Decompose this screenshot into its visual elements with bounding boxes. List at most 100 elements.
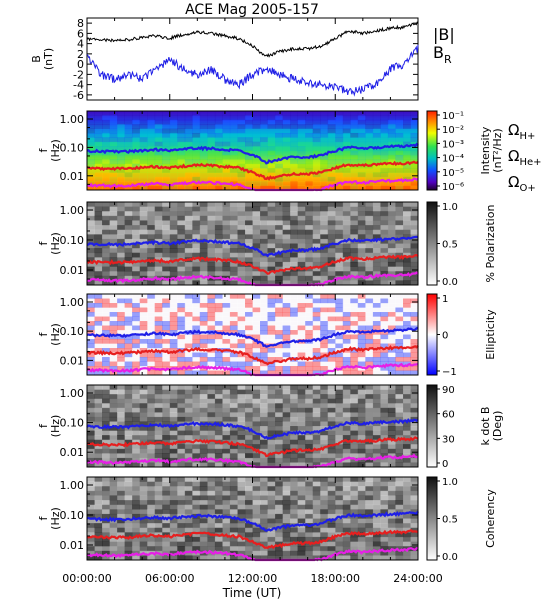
spectrogram-cell bbox=[199, 448, 208, 454]
spectrogram-cell bbox=[387, 550, 396, 556]
spectrogram-cell bbox=[162, 495, 171, 501]
spectrogram-cell bbox=[372, 407, 381, 413]
spectrogram-cell bbox=[94, 448, 103, 454]
colorbar bbox=[426, 293, 438, 376]
spectrogram-cell bbox=[184, 168, 193, 173]
spectrogram-cell bbox=[357, 453, 366, 459]
spectrogram-cell bbox=[335, 389, 344, 395]
spectrogram-cell bbox=[380, 555, 389, 561]
y-tick-label: 4 bbox=[77, 38, 84, 51]
spectrogram-cell bbox=[184, 462, 193, 468]
spectrogram-cell bbox=[365, 339, 374, 344]
spectrogram-cell bbox=[372, 536, 381, 542]
spectrogram-cell bbox=[387, 312, 396, 317]
spectrogram-cell bbox=[147, 154, 156, 160]
spectrogram-cell bbox=[395, 124, 404, 129]
spectrogram-cell bbox=[192, 325, 201, 331]
spectrogram-cell bbox=[365, 430, 374, 436]
spectrogram-cell bbox=[237, 352, 246, 358]
spectrogram-cell bbox=[380, 316, 389, 322]
spectrogram-cell bbox=[297, 513, 306, 519]
spectrogram-cell bbox=[237, 513, 246, 519]
spectrogram-cell bbox=[372, 257, 381, 263]
spectrogram-cell bbox=[87, 486, 95, 492]
spectrogram-cell bbox=[177, 509, 186, 515]
spectrogram-cell bbox=[312, 168, 321, 173]
spectrogram-cell bbox=[267, 298, 276, 304]
spectrogram-cell bbox=[147, 202, 156, 207]
spectrogram-cell bbox=[282, 481, 291, 487]
spectrogram-cell bbox=[290, 316, 298, 322]
spectrogram-cell bbox=[147, 370, 156, 376]
spectrogram-cell bbox=[169, 150, 178, 156]
spectrogram-cell bbox=[237, 150, 246, 156]
spectrogram-cell bbox=[177, 527, 186, 533]
spectrogram-cell bbox=[305, 185, 314, 191]
spectrogram-cell bbox=[365, 486, 374, 492]
spectrogram-cell bbox=[94, 462, 103, 468]
spectrogram-cell bbox=[222, 154, 231, 160]
spectrogram-cell bbox=[403, 111, 411, 116]
spectrogram-cell bbox=[192, 523, 201, 529]
spectrogram-cell bbox=[252, 439, 261, 445]
spectrogram-cell bbox=[199, 316, 208, 322]
spectrogram-cell bbox=[184, 252, 193, 258]
spectrogram-cell bbox=[117, 146, 125, 151]
spectrogram-cell bbox=[305, 128, 314, 134]
spectrogram-cell bbox=[297, 307, 306, 313]
spectrogram-cell bbox=[290, 370, 298, 376]
spectrogram-cell bbox=[87, 532, 95, 538]
spectrogram-cell bbox=[297, 407, 306, 413]
spectrogram-cell bbox=[320, 229, 329, 235]
spectrogram-cell bbox=[162, 115, 171, 121]
spectrogram-cell bbox=[260, 225, 268, 231]
spectrogram-cell bbox=[214, 416, 223, 422]
spectrogram-cell bbox=[214, 527, 223, 533]
spectrogram-cell bbox=[162, 407, 171, 413]
spectrogram-cell bbox=[395, 416, 404, 422]
spectrogram-cell bbox=[177, 111, 186, 116]
spectrogram-cell bbox=[222, 412, 231, 418]
spectrogram-cell bbox=[282, 421, 291, 427]
spectrogram-cell bbox=[372, 486, 381, 492]
spectrogram-cell bbox=[162, 513, 171, 519]
spectrogram-cell bbox=[154, 150, 163, 156]
spectrogram-cell bbox=[214, 486, 223, 492]
spectrogram-cell bbox=[403, 325, 411, 331]
spectrogram-cell bbox=[184, 234, 193, 240]
spectrogram-cell bbox=[252, 325, 261, 331]
spectrogram-cell bbox=[267, 541, 276, 547]
spectrogram-cell bbox=[245, 490, 253, 496]
spectrogram-cell bbox=[312, 385, 321, 390]
spectrogram-cell bbox=[132, 185, 140, 191]
spectrogram-cell bbox=[327, 229, 336, 235]
spectrogram-cell bbox=[275, 206, 283, 212]
spectrogram-cell bbox=[87, 225, 95, 231]
spectrogram-cell bbox=[109, 154, 118, 160]
spectrogram-cell bbox=[312, 457, 321, 463]
spectrogram-cell bbox=[312, 312, 321, 317]
spectrogram-cell bbox=[275, 154, 283, 160]
spectrogram-cell bbox=[267, 416, 276, 422]
spectrogram-cell bbox=[365, 132, 374, 138]
spectrogram-cell bbox=[365, 211, 374, 217]
spectrogram-cell bbox=[297, 115, 306, 121]
spectrogram-cell bbox=[297, 119, 306, 125]
spectrogram-cell bbox=[154, 407, 163, 413]
spectrogram-cell bbox=[207, 137, 216, 143]
spectrogram-cell bbox=[245, 481, 253, 487]
spectrogram-cell bbox=[342, 303, 351, 308]
spectrogram-cell bbox=[207, 430, 216, 436]
spectrogram-cell bbox=[380, 111, 389, 116]
spectrogram-cell bbox=[297, 398, 306, 404]
spectrogram-cell bbox=[312, 389, 321, 395]
spectrogram-cell bbox=[94, 119, 103, 125]
spectrogram-cell bbox=[147, 330, 156, 335]
spectrogram-cell bbox=[117, 457, 125, 463]
spectrogram-cell bbox=[290, 527, 298, 533]
spectrogram-cell bbox=[357, 343, 366, 349]
spectrogram-cell bbox=[222, 495, 231, 501]
spectrogram-cell bbox=[395, 111, 404, 116]
spectrogram-cell bbox=[124, 532, 133, 538]
